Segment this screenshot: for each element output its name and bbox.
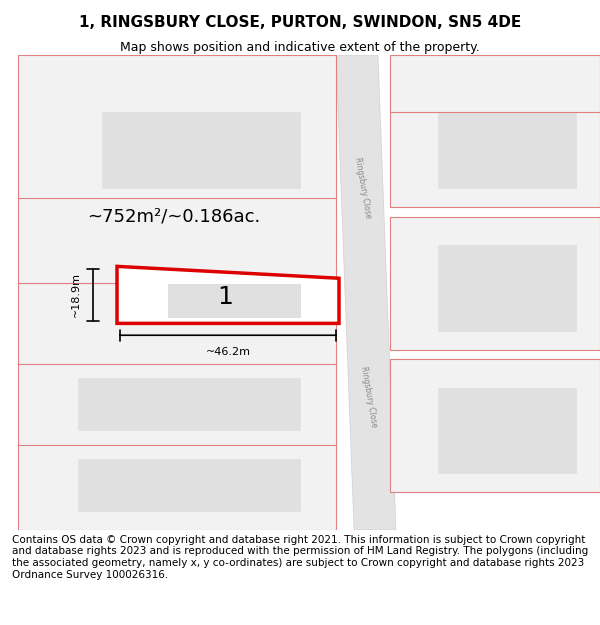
Polygon shape (336, 55, 396, 530)
Polygon shape (438, 388, 576, 473)
Polygon shape (117, 266, 339, 323)
Text: 1, RINGSBURY CLOSE, PURTON, SWINDON, SN5 4DE: 1, RINGSBURY CLOSE, PURTON, SWINDON, SN5… (79, 16, 521, 31)
Polygon shape (438, 93, 576, 188)
Polygon shape (438, 245, 576, 331)
Polygon shape (18, 55, 336, 283)
Polygon shape (390, 216, 600, 349)
Polygon shape (168, 284, 300, 318)
Text: Ringsbury Close: Ringsbury Close (359, 366, 379, 428)
Text: 1: 1 (217, 285, 233, 309)
Polygon shape (78, 459, 300, 511)
Text: ~46.2m: ~46.2m (205, 347, 251, 357)
Text: Ringsbury Close: Ringsbury Close (353, 157, 373, 219)
Polygon shape (390, 64, 600, 207)
Text: ~752m²/~0.186ac.: ~752m²/~0.186ac. (88, 208, 260, 226)
Polygon shape (390, 55, 600, 112)
Polygon shape (390, 359, 600, 492)
Text: Map shows position and indicative extent of the property.: Map shows position and indicative extent… (120, 41, 480, 54)
Text: Contains OS data © Crown copyright and database right 2021. This information is : Contains OS data © Crown copyright and d… (12, 535, 588, 579)
Polygon shape (18, 283, 336, 530)
Polygon shape (102, 112, 300, 188)
Polygon shape (78, 378, 300, 430)
Text: ~18.9m: ~18.9m (71, 272, 81, 318)
